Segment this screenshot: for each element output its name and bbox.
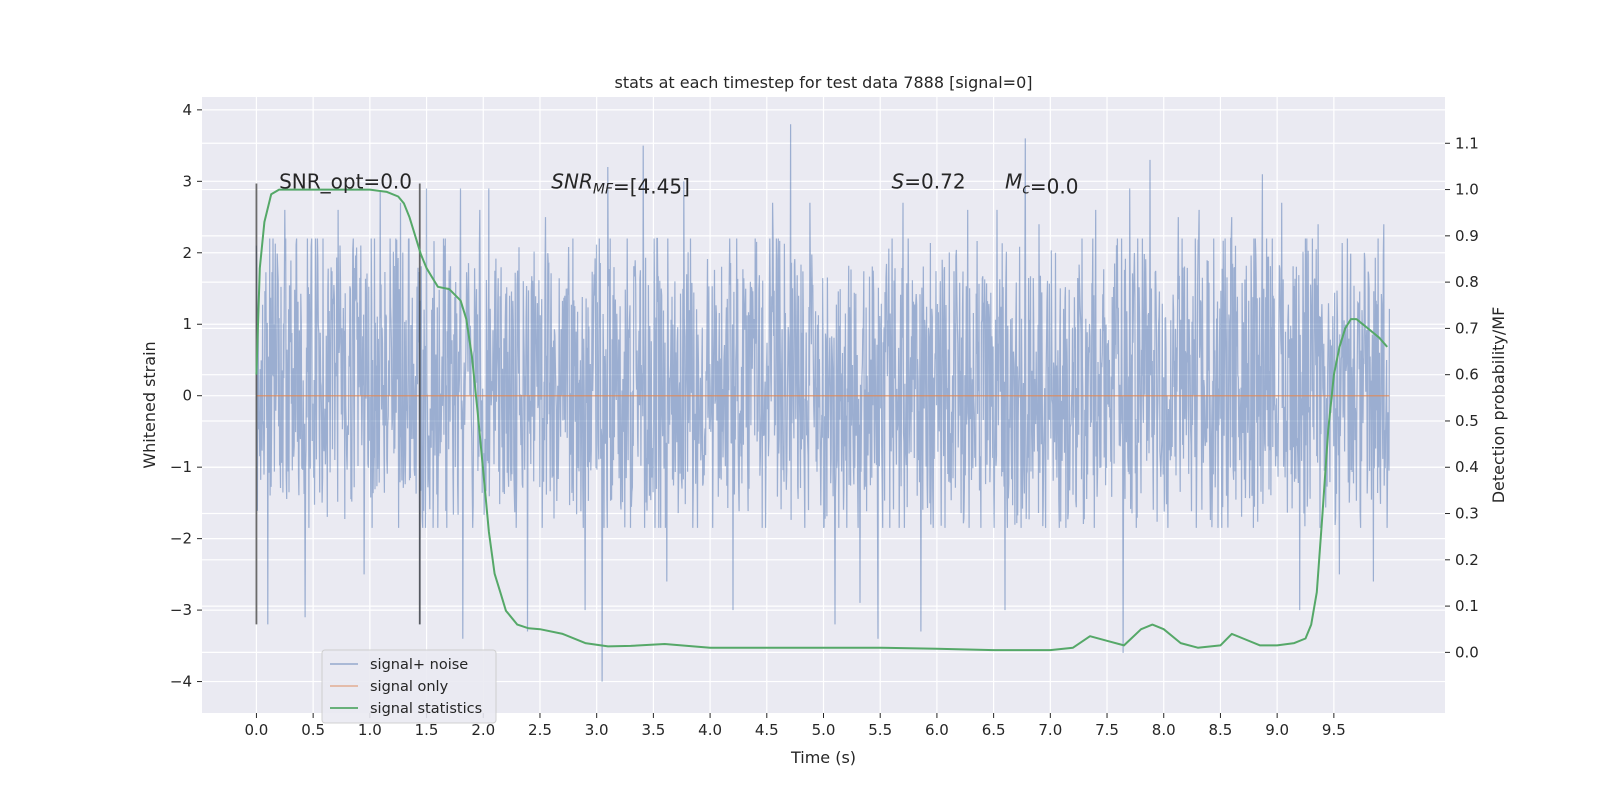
x-tick-label-7: 3.5 <box>641 721 665 739</box>
chart-title: stats at each timestep for test data 788… <box>614 73 1032 92</box>
annotations: SNR_opt=0.0 SNRMF=[4.45] S=0.72 Mc=0.0 <box>279 169 1078 198</box>
y-tick-label-2: −2 <box>170 530 192 548</box>
y-axis-label: Whitened strain <box>140 341 159 468</box>
y2-tick-label-4: 0.4 <box>1455 458 1479 476</box>
signal-noise-line <box>255 124 1390 682</box>
y2-tick-label-1: 0.1 <box>1455 597 1479 615</box>
y-tick-label-0: −4 <box>170 673 192 691</box>
x-tick-label-6: 3.0 <box>585 721 609 739</box>
y-tick-label-3: −1 <box>170 458 192 476</box>
x-tick-label-4: 2.0 <box>471 721 495 739</box>
x-tick-label-5: 2.5 <box>528 721 552 739</box>
x-tick-label-17: 8.5 <box>1209 721 1233 739</box>
tick-labels: 0.0 0.5 1.0 1.5 2.0 2.5 3.0 3.5 4.0 4.5 5.0 5.5 6.0 6… <box>170 101 1479 739</box>
legend-box <box>321 649 497 724</box>
x-tick-label-16: 8.0 <box>1152 721 1176 739</box>
x-tick-label-8: 4.0 <box>698 721 722 739</box>
x-tick-label-13: 6.5 <box>982 721 1006 739</box>
y2-tick-label-11: 1.1 <box>1455 134 1479 152</box>
annotation-mc-value: Mc=0.0 <box>1005 169 1079 198</box>
y2-tick-label-10: 1.0 <box>1455 181 1479 199</box>
legend-label-signal-statistics: signal statistics <box>370 701 482 717</box>
y2-tick-label-8: 0.8 <box>1455 273 1479 291</box>
y2-tick-label-3: 0.3 <box>1455 505 1479 523</box>
signal-noise-series <box>255 124 1390 682</box>
signal-statistics-line <box>255 188 1388 652</box>
y-tick-label-4: 0 <box>182 387 192 405</box>
vertical-markers <box>255 183 421 625</box>
y2-tick-label-5: 0.5 <box>1455 412 1479 430</box>
y-tick-label-6: 2 <box>182 244 192 262</box>
x-tick-label-2: 1.0 <box>358 721 382 739</box>
y2-axis-label: Detection probability/MF <box>1489 307 1508 504</box>
x-axis-label: Time (s) <box>790 748 856 767</box>
x-tick-label-12: 6.0 <box>925 721 949 739</box>
y2-tick-label-7: 0.7 <box>1455 319 1479 337</box>
x-tick-label-18: 9.0 <box>1265 721 1289 739</box>
x-tick-label-14: 7.0 <box>1038 721 1062 739</box>
x-tick-label-19: 9.5 <box>1322 721 1346 739</box>
y-tick-label-5: 1 <box>182 315 192 333</box>
annotation-snr-opt: SNR_opt=0.0 <box>279 169 412 193</box>
legend-label-signal-noise: signal+ noise <box>370 657 468 673</box>
annotation-snr-mf: SNRMF=[4.45] <box>551 169 690 198</box>
legend-label-signal-only: signal only <box>370 679 449 695</box>
x-tick-label-11: 5.5 <box>868 721 892 739</box>
y2-tick-label-9: 0.9 <box>1455 227 1479 245</box>
x-tick-label-0: 0.0 <box>245 721 269 739</box>
y-tick-label-7: 3 <box>182 172 192 190</box>
y-tick-label-1: −3 <box>170 601 192 619</box>
annotation-s-value: S=0.72 <box>892 169 966 193</box>
y2-tick-label-0: 0.0 <box>1455 643 1479 661</box>
signal-statistics-series <box>255 188 1388 652</box>
legend: signal+ noise signal only signal statist… <box>321 649 497 724</box>
x-tick-label-15: 7.5 <box>1095 721 1119 739</box>
x-tick-label-3: 1.5 <box>415 721 439 739</box>
y2-tick-label-6: 0.6 <box>1455 366 1479 384</box>
y2-tick-label-2: 0.2 <box>1455 551 1479 569</box>
x-tick-label-1: 0.5 <box>301 721 325 739</box>
x-tick-label-10: 5.0 <box>812 721 836 739</box>
y-tick-label-8: 4 <box>182 101 192 119</box>
x-tick-label-9: 4.5 <box>755 721 779 739</box>
